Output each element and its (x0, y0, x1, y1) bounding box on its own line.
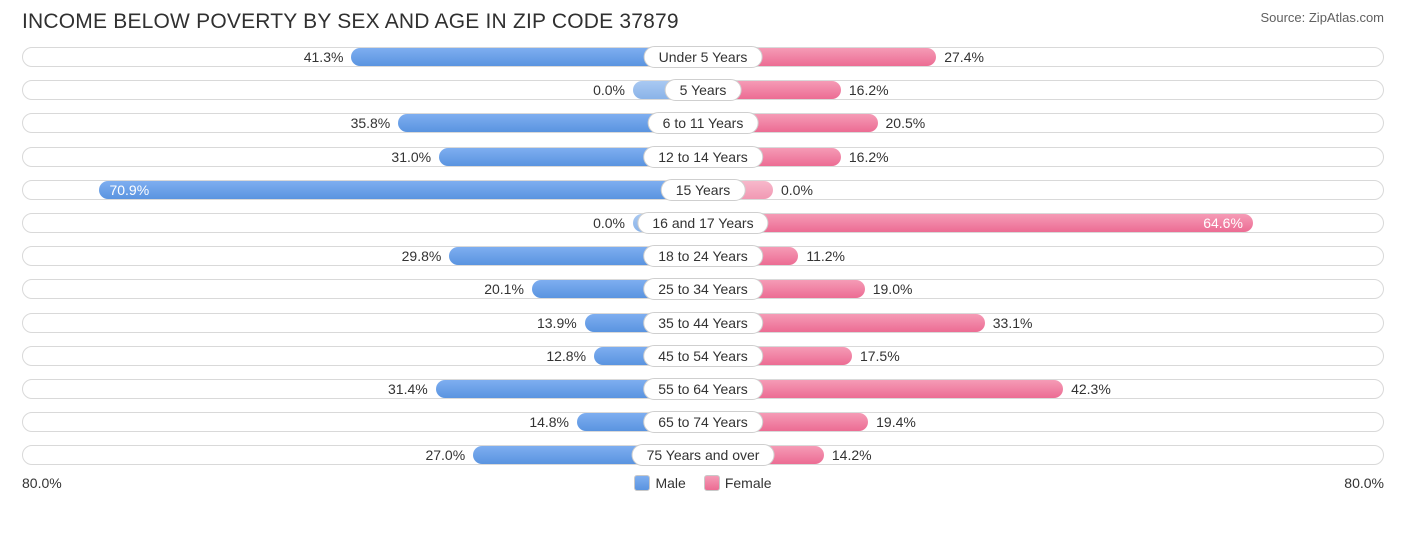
category-label: 12 to 14 Years (643, 146, 763, 168)
chart-row: 31.4% 42.3% 55 to 64 Years (22, 372, 1384, 405)
chart-title: INCOME BELOW POVERTY BY SEX AND AGE IN Z… (22, 10, 679, 34)
female-value-label: 11.2% (806, 247, 845, 265)
chart-row: 20.1% 19.0% 25 to 34 Years (22, 272, 1384, 305)
female-value-label: 16.2% (849, 81, 889, 99)
legend-male-label: Male (655, 475, 685, 491)
category-label: 15 Years (661, 179, 746, 201)
chart-row: 27.0% 14.2% 75 Years and over (22, 438, 1384, 471)
chart-area: 41.3% 27.4% Under 5 Years 0.0% 16.2% 5 Years 3… (0, 40, 1406, 471)
female-value-label: 17.5% (860, 347, 900, 365)
chart-row: 13.9% 33.1% 35 to 44 Years (22, 306, 1384, 339)
female-value-label: 19.4% (876, 413, 916, 431)
male-value-label: 20.1% (484, 280, 524, 298)
male-value-label: 29.8% (402, 247, 442, 265)
female-value-label: 0.0% (781, 181, 813, 199)
female-value-label: 33.1% (993, 314, 1033, 332)
category-label: 25 to 34 Years (643, 278, 763, 300)
legend-female: Female (704, 475, 772, 491)
chart-row: 41.3% 27.4% Under 5 Years (22, 40, 1384, 73)
chart-header: INCOME BELOW POVERTY BY SEX AND AGE IN Z… (0, 0, 1406, 40)
male-value-label: 0.0% (593, 81, 625, 99)
female-value-label: 14.2% (832, 446, 872, 464)
legend-female-label: Female (725, 475, 772, 491)
category-label: 16 and 17 Years (637, 212, 768, 234)
male-value-label: 12.8% (546, 347, 586, 365)
female-value-label: 64.6% (1203, 214, 1243, 232)
chart-row: 12.8% 17.5% 45 to 54 Years (22, 339, 1384, 372)
female-value-label: 27.4% (944, 48, 984, 66)
male-value-label: 41.3% (304, 48, 344, 66)
chart-footer: 80.0% Male Female 80.0% (0, 471, 1406, 491)
chart-row: 29.8% 11.2% 18 to 24 Years (22, 239, 1384, 272)
female-swatch-icon (704, 475, 720, 491)
male-value-label: 35.8% (351, 114, 391, 132)
male-value-label: 13.9% (537, 314, 577, 332)
category-label: 45 to 54 Years (643, 345, 763, 367)
axis-right-max: 80.0% (1344, 475, 1384, 491)
male-value-label: 14.8% (529, 413, 569, 431)
category-label: 65 to 74 Years (643, 411, 763, 433)
category-label: 18 to 24 Years (643, 245, 763, 267)
category-label: 35 to 44 Years (643, 312, 763, 334)
axis-left-max: 80.0% (22, 475, 62, 491)
category-label: 5 Years (665, 79, 742, 101)
male-value-label: 31.4% (388, 380, 428, 398)
female-value-label: 42.3% (1071, 380, 1111, 398)
chart-row: 35.8% 20.5% 6 to 11 Years (22, 106, 1384, 139)
male-swatch-icon (634, 475, 650, 491)
category-label: 6 to 11 Years (648, 112, 759, 134)
chart-row: 70.9% 0.0% 15 Years (22, 173, 1384, 206)
female-bar (703, 214, 1253, 232)
male-bar (99, 181, 703, 199)
chart-source: Source: ZipAtlas.com (1260, 10, 1384, 25)
male-value-label: 27.0% (425, 446, 465, 464)
chart-row: 0.0% 16.2% 5 Years (22, 73, 1384, 106)
female-value-label: 16.2% (849, 148, 889, 166)
female-value-label: 19.0% (873, 280, 913, 298)
chart-row: 31.0% 16.2% 12 to 14 Years (22, 140, 1384, 173)
category-label: 55 to 64 Years (643, 378, 763, 400)
category-label: Under 5 Years (644, 46, 763, 68)
male-value-label: 70.9% (109, 181, 149, 199)
male-value-label: 0.0% (593, 214, 625, 232)
legend: Male Female (634, 475, 771, 491)
chart-row: 14.8% 19.4% 65 to 74 Years (22, 405, 1384, 438)
category-label: 75 Years and over (632, 444, 775, 466)
chart-row: 0.0% 64.6% 16 and 17 Years (22, 206, 1384, 239)
legend-male: Male (634, 475, 685, 491)
female-value-label: 20.5% (886, 114, 926, 132)
male-value-label: 31.0% (391, 148, 431, 166)
